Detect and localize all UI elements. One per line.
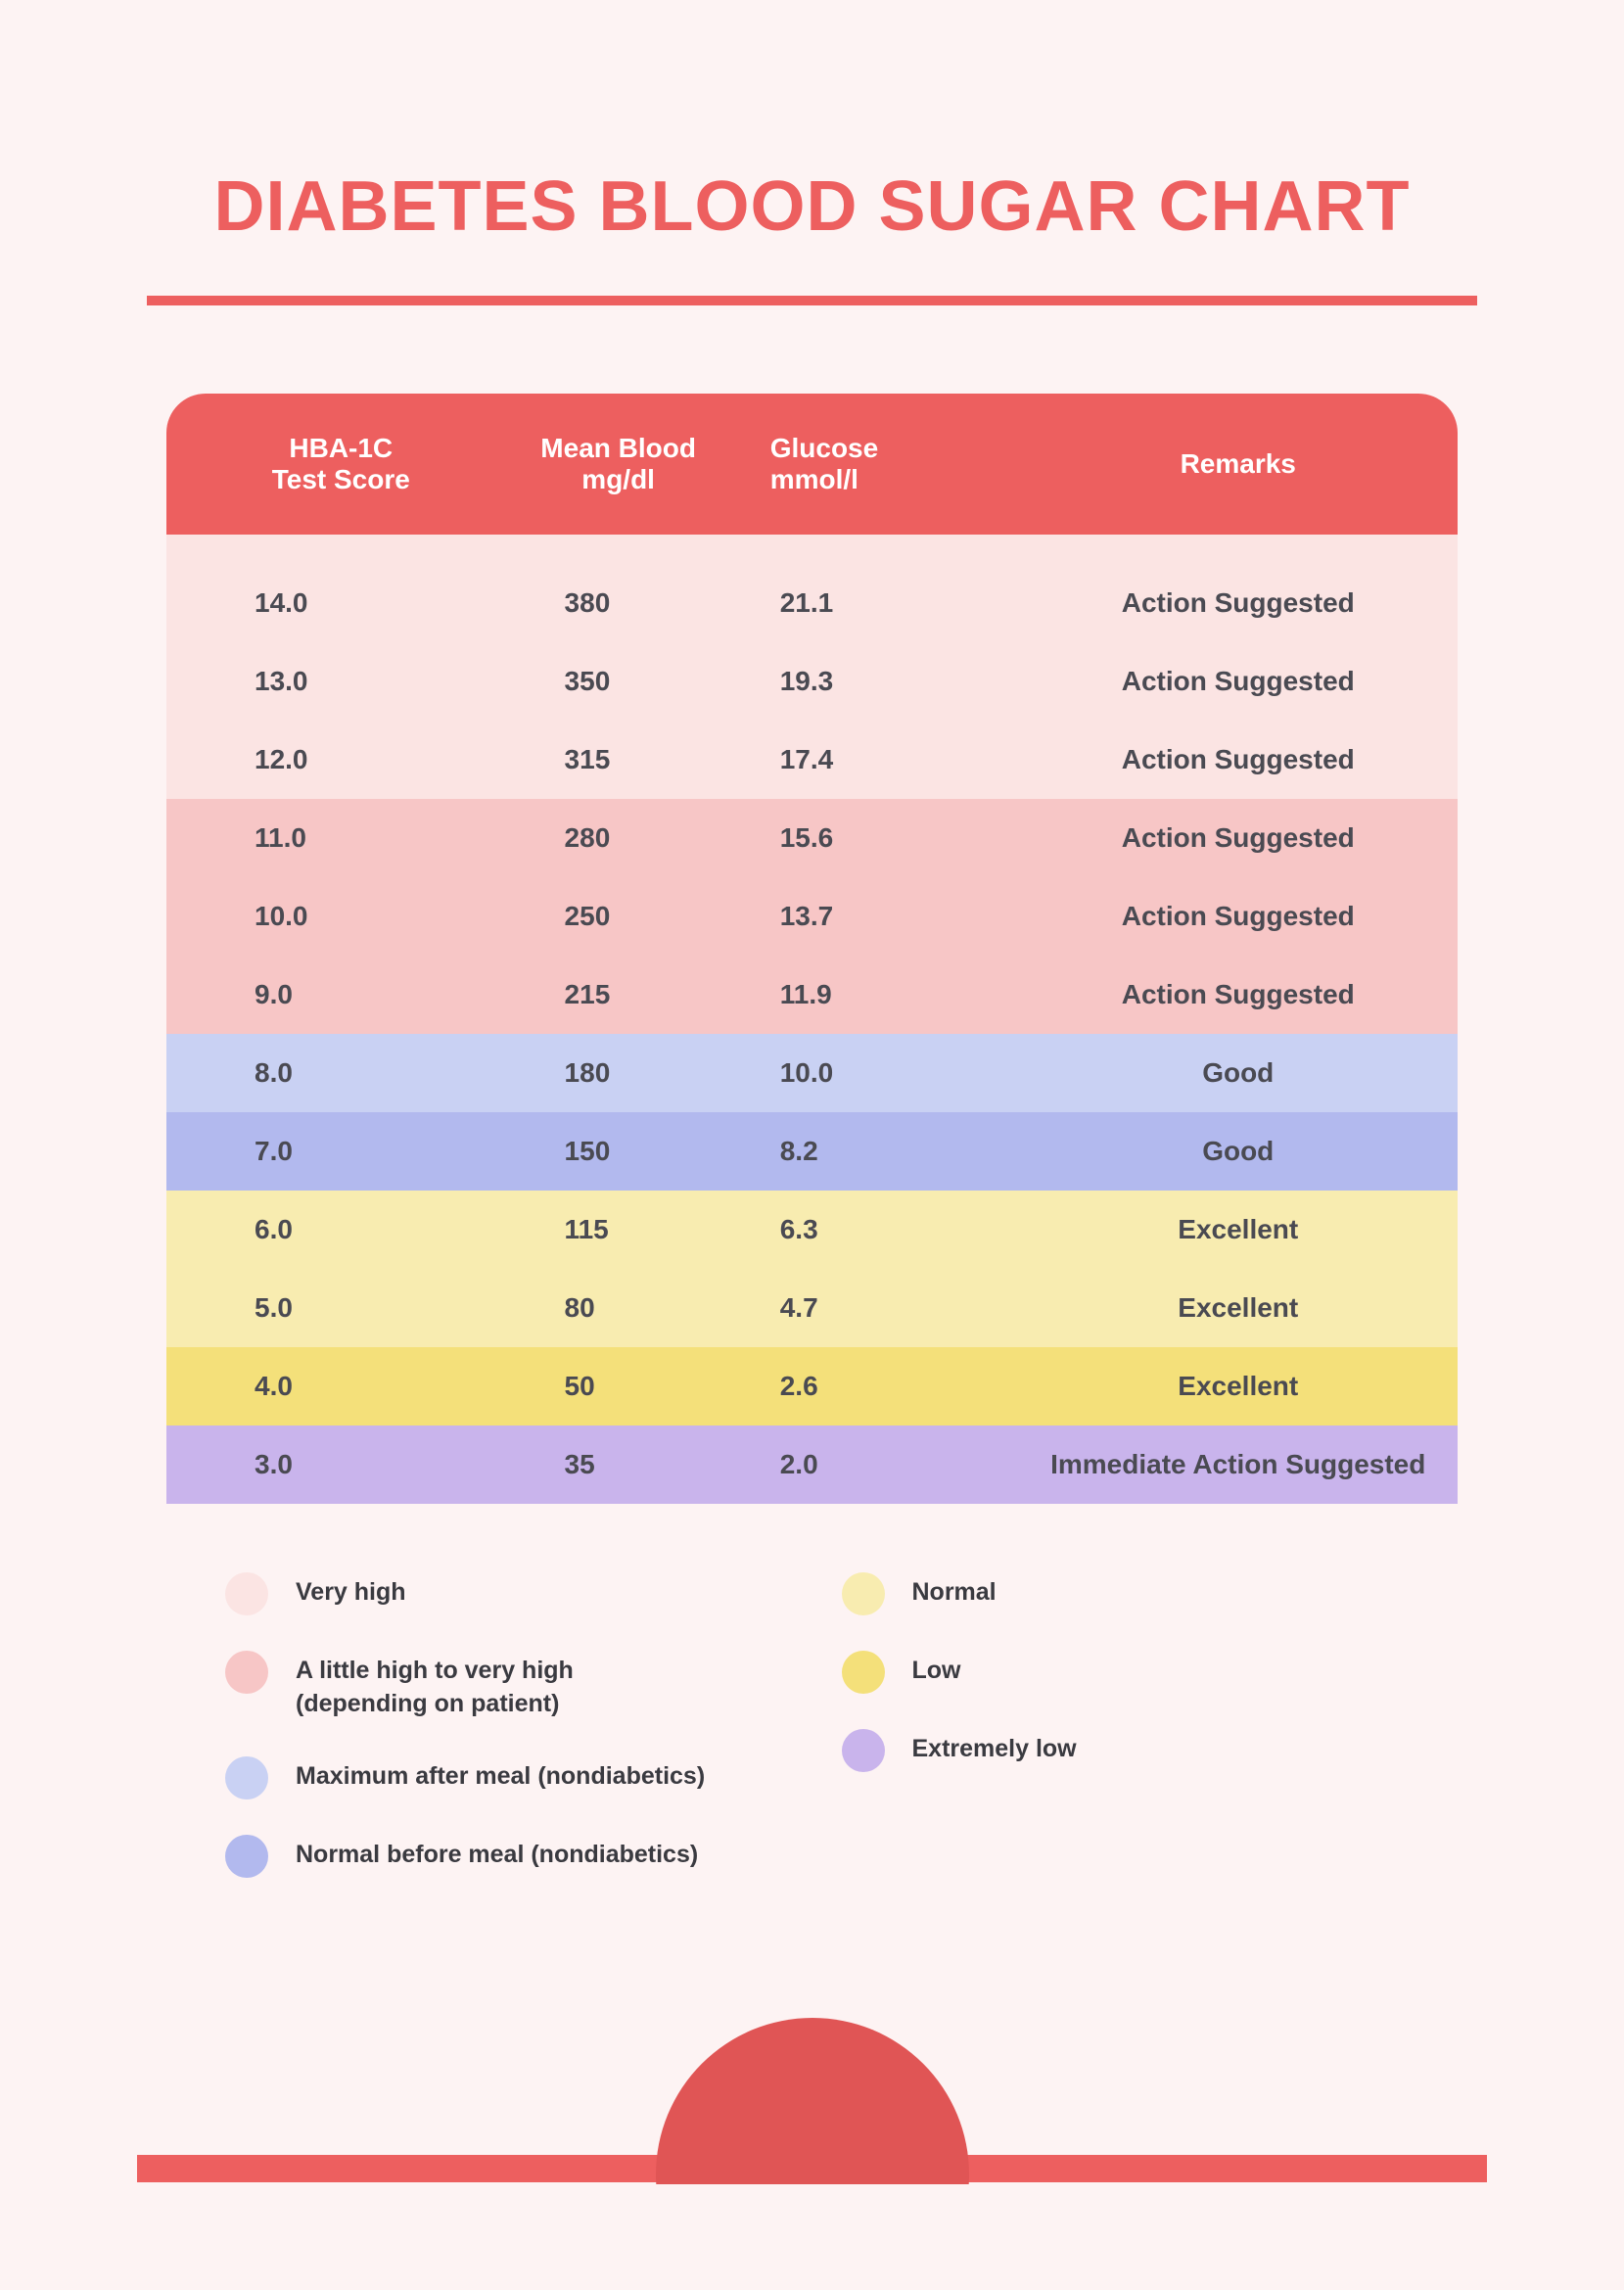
legend-color-dot	[225, 1572, 268, 1615]
table-row: 5.0804.7Excellent	[166, 1269, 1458, 1347]
legend-color-dot	[225, 1756, 268, 1799]
legend-label: Low	[912, 1651, 961, 1688]
cell-mmoll: 21.1	[761, 587, 1019, 619]
cell-hba1c: 12.0	[166, 744, 477, 775]
cell-hba1c: 3.0	[166, 1449, 477, 1480]
table-row: 7.01508.2Good	[166, 1112, 1458, 1191]
cell-mmoll: 15.6	[761, 822, 1019, 854]
table-row: 12.031517.4Action Suggested	[166, 721, 1458, 799]
cell-mmoll: 10.0	[761, 1057, 1019, 1089]
footer-semicircle	[656, 2018, 969, 2184]
table-row: 14.038021.1Action Suggested	[166, 564, 1458, 642]
cell-mgdl: 115	[477, 1214, 761, 1245]
cell-mmoll: 19.3	[761, 666, 1019, 697]
table-row: 10.025013.7Action Suggested	[166, 877, 1458, 956]
cell-mmoll: 8.2	[761, 1136, 1019, 1167]
cell-mgdl: 280	[477, 822, 761, 854]
title-divider	[147, 296, 1477, 305]
table-header: HBA-1CTest Score Mean Bloodmg/dl Glucose…	[166, 394, 1458, 535]
cell-mgdl: 180	[477, 1057, 761, 1089]
legend-label: Normal	[912, 1572, 997, 1610]
cell-remark: Action Suggested	[1019, 822, 1458, 854]
cell-remark: Action Suggested	[1019, 587, 1458, 619]
legend-label: Maximum after meal (nondiabetics)	[296, 1756, 705, 1794]
cell-hba1c: 5.0	[166, 1292, 477, 1324]
cell-remark: Immediate Action Suggested	[1019, 1449, 1458, 1480]
cell-mmoll: 2.0	[761, 1449, 1019, 1480]
page-title: DIABETES BLOOD SUGAR CHART	[147, 166, 1477, 247]
cell-hba1c: 11.0	[166, 822, 477, 854]
cell-hba1c: 9.0	[166, 979, 477, 1010]
cell-mmoll: 11.9	[761, 979, 1019, 1010]
cell-remark: Excellent	[1019, 1214, 1458, 1245]
cell-mgdl: 215	[477, 979, 761, 1010]
col-header-remarks: Remarks	[1019, 448, 1458, 480]
cell-remark: Action Suggested	[1019, 744, 1458, 775]
cell-remark: Action Suggested	[1019, 901, 1458, 932]
cell-mgdl: 35	[477, 1449, 761, 1480]
cell-mgdl: 380	[477, 587, 761, 619]
cell-mmoll: 17.4	[761, 744, 1019, 775]
cell-mgdl: 80	[477, 1292, 761, 1324]
table-row: 6.01156.3Excellent	[166, 1191, 1458, 1269]
legend-item: Normal	[842, 1572, 1400, 1615]
cell-hba1c: 10.0	[166, 901, 477, 932]
legend-item: Low	[842, 1651, 1400, 1694]
cell-remark: Good	[1019, 1057, 1458, 1089]
cell-mmoll: 6.3	[761, 1214, 1019, 1245]
cell-mgdl: 350	[477, 666, 761, 697]
table-body: 14.038021.1Action Suggested13.035019.3Ac…	[166, 535, 1458, 1504]
cell-hba1c: 14.0	[166, 587, 477, 619]
cell-mmoll: 13.7	[761, 901, 1019, 932]
table-row: 9.021511.9Action Suggested	[166, 956, 1458, 1034]
cell-hba1c: 4.0	[166, 1371, 477, 1402]
col-header-hba1c: HBA-1CTest Score	[166, 433, 477, 495]
cell-remark: Excellent	[1019, 1371, 1458, 1402]
cell-remark: Action Suggested	[1019, 979, 1458, 1010]
cell-hba1c: 7.0	[166, 1136, 477, 1167]
table-row: 13.035019.3Action Suggested	[166, 642, 1458, 721]
cell-mgdl: 150	[477, 1136, 761, 1167]
legend-color-dot	[842, 1572, 885, 1615]
legend-item: Maximum after meal (nondiabetics)	[225, 1756, 783, 1799]
legend-column-right: Normal Low Extremely low	[842, 1572, 1400, 1913]
legend-label: A little high to very high(depending on …	[296, 1651, 574, 1721]
table-row: 4.0502.6Excellent	[166, 1347, 1458, 1425]
cell-hba1c: 8.0	[166, 1057, 477, 1089]
legend-item: Normal before meal (nondiabetics)	[225, 1835, 783, 1878]
cell-remark: Action Suggested	[1019, 666, 1458, 697]
cell-mmoll: 4.7	[761, 1292, 1019, 1324]
table-row: 8.018010.0Good	[166, 1034, 1458, 1112]
legend-item: Extremely low	[842, 1729, 1400, 1772]
cell-mgdl: 315	[477, 744, 761, 775]
legend-color-dot	[225, 1835, 268, 1878]
cell-hba1c: 6.0	[166, 1214, 477, 1245]
cell-remark: Excellent	[1019, 1292, 1458, 1324]
cell-remark: Good	[1019, 1136, 1458, 1167]
legend-color-dot	[225, 1651, 268, 1694]
legend: Very high A little high to very high(depe…	[225, 1572, 1399, 1913]
col-header-mgdl: Mean Bloodmg/dl	[477, 433, 761, 495]
cell-mgdl: 50	[477, 1371, 761, 1402]
table-row: 11.028015.6Action Suggested	[166, 799, 1458, 877]
col-header-mmoll: Glucosemmol/l	[761, 433, 1019, 495]
blood-sugar-table: HBA-1CTest Score Mean Bloodmg/dl Glucose…	[166, 394, 1458, 1504]
cell-hba1c: 13.0	[166, 666, 477, 697]
legend-label: Normal before meal (nondiabetics)	[296, 1835, 698, 1872]
footer-decoration	[0, 2155, 1624, 2182]
legend-label: Extremely low	[912, 1729, 1077, 1766]
cell-mmoll: 2.6	[761, 1371, 1019, 1402]
legend-label: Very high	[296, 1572, 406, 1610]
legend-item: A little high to very high(depending on …	[225, 1651, 783, 1721]
legend-column-left: Very high A little high to very high(depe…	[225, 1572, 783, 1913]
cell-mgdl: 250	[477, 901, 761, 932]
legend-color-dot	[842, 1729, 885, 1772]
legend-item: Very high	[225, 1572, 783, 1615]
legend-color-dot	[842, 1651, 885, 1694]
table-row: 3.0352.0Immediate Action Suggested	[166, 1425, 1458, 1504]
